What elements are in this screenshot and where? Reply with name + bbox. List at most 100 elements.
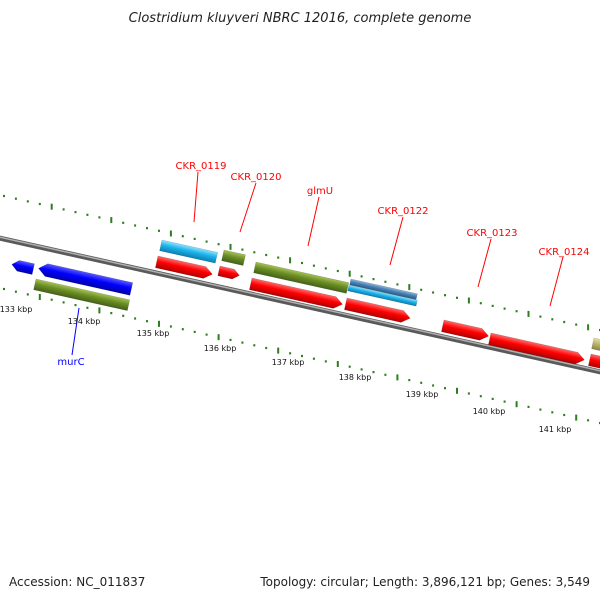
feature-red-edge[interactable] <box>588 353 600 370</box>
minor-tick <box>62 301 65 304</box>
gene-label-ckr0119[interactable]: CKR_0119 <box>176 161 227 172</box>
major-tick <box>289 257 292 264</box>
scale-label: 140 kbp <box>473 407 506 416</box>
major-tick <box>396 374 399 381</box>
minor-tick <box>74 304 77 307</box>
minor-tick <box>86 306 89 309</box>
feature-murC[interactable] <box>37 262 134 296</box>
gene-label-glmu[interactable]: glmU <box>307 186 333 197</box>
feature-ckr0119-trna[interactable] <box>159 239 218 264</box>
scale-label: 139 kbp <box>406 390 439 399</box>
minor-tick <box>456 296 458 299</box>
feature-glmU-gene[interactable] <box>253 261 350 294</box>
minor-tick <box>372 278 375 281</box>
minor-tick <box>134 317 137 320</box>
gene-label-ckr0123[interactable]: CKR_0123 <box>467 228 518 239</box>
major-tick <box>575 414 578 421</box>
minor-tick <box>134 224 137 227</box>
gene-label-ckr0122[interactable]: CKR_0122 <box>378 206 429 217</box>
minor-tick <box>384 280 387 283</box>
feature-blue-small[interactable] <box>11 259 35 275</box>
minor-tick <box>253 344 256 347</box>
minor-tick <box>241 248 244 251</box>
feature-ckr0123[interactable] <box>441 319 489 342</box>
minor-tick <box>479 395 482 398</box>
minor-tick <box>479 302 482 305</box>
feature-ckr0120[interactable] <box>217 265 241 280</box>
minor-tick <box>193 330 196 333</box>
minor-tick <box>86 213 89 216</box>
minor-tick <box>14 290 17 293</box>
minor-tick <box>575 323 578 326</box>
genome-backbone <box>0 235 600 375</box>
minor-tick <box>408 379 411 382</box>
minor-tick <box>50 298 53 301</box>
major-tick <box>515 401 518 408</box>
gene-label-ckr0120[interactable]: CKR_0120 <box>231 172 282 183</box>
feature-ckr0122[interactable] <box>344 297 411 324</box>
minor-tick <box>14 197 17 200</box>
minor-tick <box>491 397 494 400</box>
callout-ckr0123 <box>477 238 492 288</box>
minor-tick <box>551 411 554 414</box>
minor-tick <box>324 360 327 363</box>
minor-tick <box>420 381 423 384</box>
minor-tick <box>587 419 590 422</box>
minor-tick <box>146 227 148 230</box>
minor-tick <box>372 371 375 374</box>
minor-tick <box>515 310 518 313</box>
feature-ckr0124[interactable] <box>488 332 585 366</box>
minor-tick <box>348 365 351 368</box>
minor-tick <box>122 221 125 224</box>
callout-murc <box>71 307 80 356</box>
feature-ckr0122-steel[interactable] <box>349 278 418 300</box>
major-tick <box>158 320 160 327</box>
major-tick <box>110 217 113 224</box>
minor-tick <box>265 253 268 257</box>
major-tick <box>527 310 530 317</box>
scale-label: 136 kbp <box>204 344 237 353</box>
major-tick <box>408 284 411 291</box>
major-tick <box>587 324 590 331</box>
scale-label: 141 kbp <box>539 425 572 434</box>
scale-label: 133 kbp <box>0 305 32 314</box>
minor-tick <box>324 267 327 270</box>
major-tick <box>98 307 101 314</box>
minor-tick <box>181 235 184 238</box>
gene-label-murc[interactable]: murC <box>57 357 84 368</box>
minor-tick <box>432 384 435 387</box>
label-callouts <box>71 171 564 356</box>
minor-tick <box>181 328 184 331</box>
minor-tick <box>265 346 268 350</box>
major-tick <box>217 334 220 341</box>
scale-label: 137 kbp <box>272 358 305 367</box>
minor-tick <box>253 251 256 254</box>
minor-tick <box>491 304 494 307</box>
minor-tick <box>396 283 399 286</box>
feature-gene-murC[interactable] <box>33 278 131 311</box>
feature-ckr0119[interactable] <box>155 255 213 280</box>
minor-tick <box>551 318 554 321</box>
minor-tick <box>158 229 160 232</box>
gene-label-ckr0124[interactable]: CKR_0124 <box>539 247 590 258</box>
minor-tick <box>38 202 41 206</box>
scale-label: 138 kbp <box>339 373 372 382</box>
feature-khaki-edge[interactable] <box>591 337 600 352</box>
minor-tick <box>539 315 542 318</box>
major-tick <box>38 294 41 300</box>
minor-tick <box>110 312 113 315</box>
major-tick <box>169 230 172 237</box>
minor-tick <box>62 208 65 211</box>
feature-glmU[interactable] <box>249 277 343 310</box>
callout-ckr0120 <box>239 182 257 233</box>
major-tick <box>456 387 458 394</box>
minor-tick <box>26 293 29 296</box>
minor-tick <box>503 307 506 310</box>
scale-label: 135 kbp <box>137 329 170 338</box>
feature-track <box>11 239 600 370</box>
minor-tick <box>26 200 29 203</box>
minor-tick <box>205 240 208 243</box>
feature-ckr0120-gene[interactable] <box>221 249 246 266</box>
feature-ckr0122-trna[interactable] <box>347 284 418 307</box>
